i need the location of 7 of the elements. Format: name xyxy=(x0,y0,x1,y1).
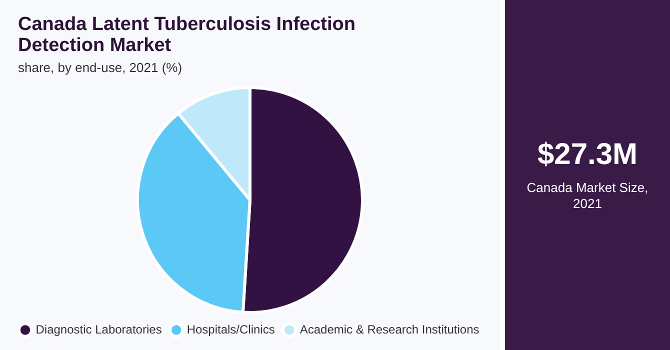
legend-label: Diagnostic Laboratories xyxy=(36,322,162,336)
text: $27.3M xyxy=(536,138,639,172)
text: Canada Market Size, 2021 xyxy=(526,180,650,212)
chart-title: Canada Latent Tuberculosis Infection Detection Market xyxy=(18,14,356,56)
legend-label: Academic & Research Institutions xyxy=(300,322,480,336)
chart-subtitle: share, by end-use, 2021 (%) xyxy=(18,60,182,75)
legend-label: Hospitals/Clinics xyxy=(186,322,275,336)
